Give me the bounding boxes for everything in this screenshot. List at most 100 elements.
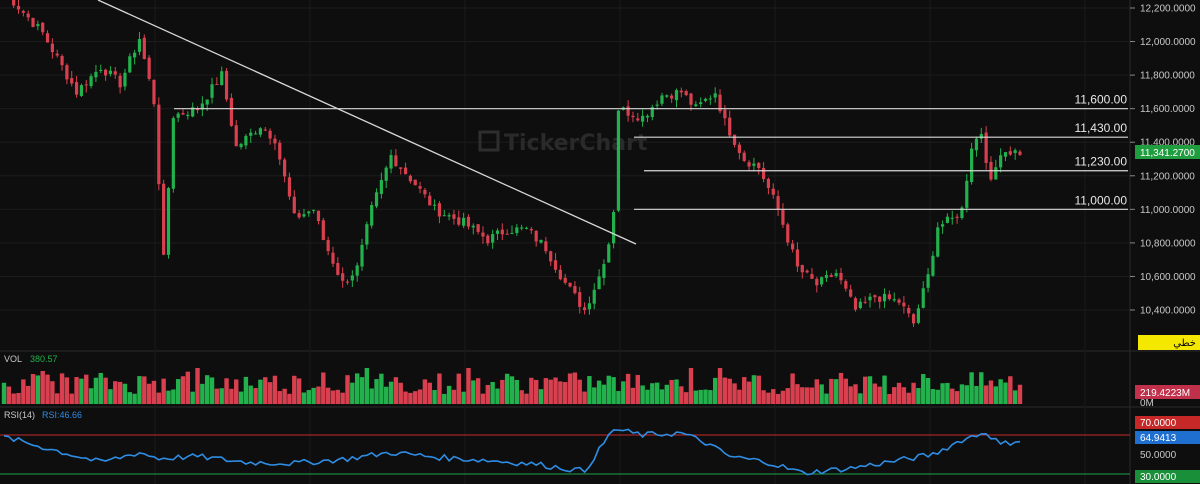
candle-body <box>728 117 732 136</box>
chart-type-badge[interactable]: خطي <box>1138 335 1200 350</box>
volume-bar <box>306 390 311 404</box>
candle-body <box>104 69 108 76</box>
volume-bar <box>432 390 437 404</box>
rsi-upper-value: 70.0000 <box>1140 418 1177 429</box>
candle-body <box>549 251 553 262</box>
candle-body <box>926 274 930 288</box>
volume-bar <box>480 393 486 404</box>
candle-body <box>761 167 766 180</box>
volume-bar <box>703 389 708 404</box>
volume-bar <box>117 381 123 404</box>
candle-body <box>205 99 209 105</box>
volume-bar <box>785 388 790 404</box>
volume-bar <box>572 372 578 404</box>
chart-type-badge-bg[interactable] <box>1138 335 1200 350</box>
candle-body <box>742 152 746 161</box>
volume-bar <box>824 393 829 404</box>
level-label: 11,430.00 <box>1075 121 1128 135</box>
candle-body <box>578 292 582 307</box>
volume-bar <box>21 379 26 404</box>
volume-bar <box>935 389 940 404</box>
candle-body <box>413 179 417 186</box>
candle-body <box>278 142 282 160</box>
rsi-lower-badge-bg <box>1135 470 1200 483</box>
volume-bar <box>113 381 118 404</box>
candle-body <box>16 5 21 10</box>
volume-bar <box>398 382 403 404</box>
volume-bar <box>746 381 752 404</box>
candle-body <box>273 138 277 144</box>
volume-bar <box>321 372 326 404</box>
candle-body <box>41 22 45 33</box>
volume-bar <box>296 378 302 404</box>
volume-bar <box>896 382 902 404</box>
candle-body <box>123 72 127 87</box>
volume-bar <box>25 385 31 404</box>
volume-bar <box>867 376 873 404</box>
volume-bar <box>354 373 360 404</box>
volume-bar <box>1008 376 1013 404</box>
candle-body <box>573 286 577 294</box>
candle-body <box>191 107 195 117</box>
candle-body <box>244 135 248 146</box>
volume-bar <box>524 393 529 404</box>
volume-bar <box>93 377 99 404</box>
volume-bar <box>214 388 220 404</box>
volume-bar <box>766 392 771 404</box>
rsi-line <box>3 428 1021 476</box>
candle-body <box>800 264 804 273</box>
volume-bar <box>238 391 244 404</box>
candle-body <box>21 10 25 13</box>
candle-body <box>873 295 877 298</box>
volume-bar <box>287 393 292 404</box>
volume-bar <box>466 368 471 404</box>
candle-body <box>970 148 974 183</box>
volume-bar <box>645 389 650 404</box>
volume-bar <box>538 389 544 404</box>
volume-bar <box>156 392 162 404</box>
volume-bar <box>611 377 616 404</box>
candle-body <box>316 210 321 222</box>
volume-bar <box>475 378 481 404</box>
volume-bar <box>916 388 921 404</box>
volume-bar <box>263 377 268 404</box>
volume-bar <box>248 385 253 404</box>
volume-bar <box>654 382 660 404</box>
volume-bar <box>911 382 916 404</box>
volume-bar <box>587 376 592 404</box>
candle-body <box>723 109 727 119</box>
candle-body <box>839 272 843 281</box>
volume-bar <box>427 382 432 404</box>
candle-body <box>703 98 708 101</box>
candle-body <box>771 188 775 195</box>
candle-body <box>302 214 306 217</box>
candle-body <box>602 264 606 278</box>
candle-body <box>253 133 258 135</box>
candle-body <box>844 281 848 289</box>
candle-body <box>911 314 916 324</box>
downtrend-line[interactable] <box>97 0 637 245</box>
candle-body <box>1003 152 1008 157</box>
candle-body <box>142 37 146 59</box>
level-label: 11,230.00 <box>1075 155 1128 169</box>
volume-bar <box>127 392 132 404</box>
candle-body <box>486 235 490 244</box>
candle-body <box>268 130 272 139</box>
volume-bar <box>209 377 215 404</box>
volume-bar <box>490 381 495 404</box>
volume-bar <box>122 383 128 404</box>
candle-body <box>79 85 84 96</box>
candle-body <box>829 275 833 277</box>
candle-body <box>1008 151 1012 155</box>
candle-body <box>118 75 122 88</box>
candle-body <box>152 79 156 105</box>
rsi-mid-value: 50.0000 <box>1140 450 1177 461</box>
horizontal-levels: 11,600.00 11,430.00 11,230.00 11,000.00 <box>174 93 1128 210</box>
candle-body <box>945 216 950 223</box>
watermark: TickerChart <box>478 130 648 156</box>
volume-bar <box>509 376 515 404</box>
candle-body <box>220 71 224 86</box>
volume-bar <box>519 390 524 404</box>
candle-body <box>350 275 354 281</box>
